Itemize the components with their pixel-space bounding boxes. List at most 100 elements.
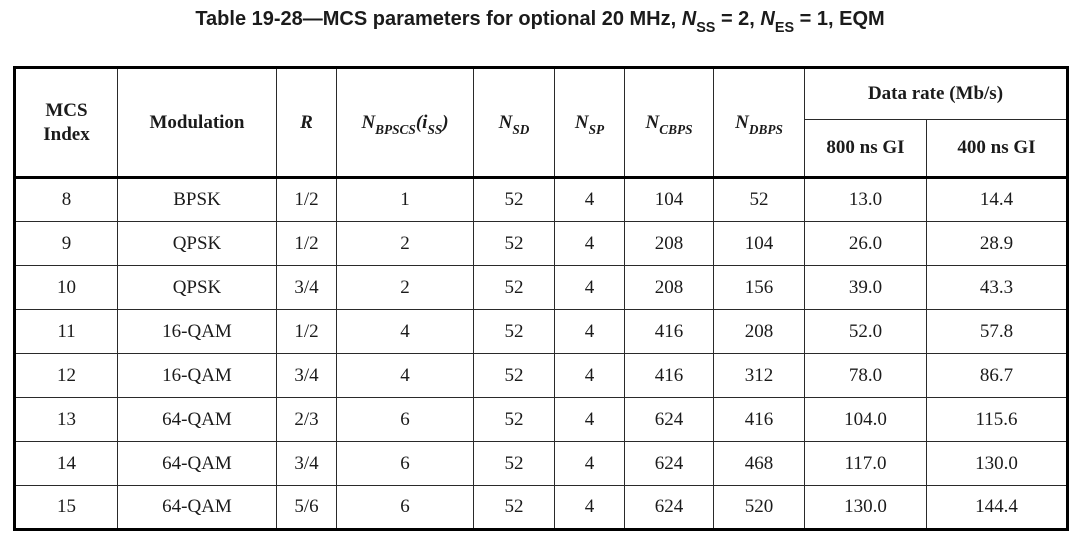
header-nbpscs-base: N [361,111,376,133]
header-nbpscs: NBPSCS(iSS) [336,67,474,179]
cell-rate-400: 115.6 [926,397,1068,442]
header-ndbps-sub: DBPS [748,122,783,138]
header-nbpscs-paren-close: ) [442,111,449,133]
header-nsd: NSD [473,67,555,179]
cell-ndbps: 312 [713,353,805,398]
mcs-parameters-table: MCS Index Modulation R NBPSCS(iSS) NSD N… [13,66,1069,531]
cell-ncbps: 208 [624,265,714,310]
cell-nsp: 4 [554,485,625,530]
caption-text: Table 19-28—MCS parameters for optional … [195,8,682,30]
cell-mcs-index: 9 [14,221,118,266]
header-ncbps: NCBPS [624,67,714,179]
cell-ncbps: 104 [624,177,714,222]
cell-r: 3/4 [276,353,337,398]
cell-ndbps: 208 [713,309,805,354]
cell-ndbps: 52 [713,177,805,222]
header-nbpscs-paren-open: ( [415,111,423,133]
cell-rate-800: 26.0 [804,221,927,266]
cell-rate-400: 43.3 [926,265,1068,310]
cell-modulation: BPSK [117,177,277,222]
cell-mcs-index: 14 [14,441,118,486]
cell-modulation: QPSK [117,221,277,266]
cell-rate-800: 117.0 [804,441,927,486]
cell-nsp: 4 [554,221,625,266]
header-gi-400: 400 ns GI [926,119,1068,179]
cell-nsp: 4 [554,397,625,442]
cell-mcs-index: 13 [14,397,118,442]
caption-var-nss: N [681,8,697,30]
cell-ncbps: 208 [624,221,714,266]
table-row-mcs-14: 14 64-QAM 3/4 6 52 4 624 468 117.0 130.0 [14,441,1068,486]
caption-var-nes: N [760,8,775,30]
cell-nsd: 52 [473,265,555,310]
header-ndbps: NDBPS [713,67,805,179]
cell-nsd: 52 [473,177,555,222]
table-row-mcs-9: 9 QPSK 1/2 2 52 4 208 104 26.0 28.9 [14,221,1068,266]
header-nbpscs-sub: BPSCS [375,122,416,138]
cell-ndbps: 156 [713,265,805,310]
cell-mcs-index: 10 [14,265,118,310]
cell-mcs-index: 15 [14,485,118,530]
cell-nbpscs: 2 [336,221,474,266]
cell-mcs-index: 11 [14,309,118,354]
caption-text: = 1, EQM [794,8,885,30]
cell-nbpscs: 6 [336,485,474,530]
cell-nbpscs: 1 [336,177,474,222]
header-nsd-base: N [498,111,513,133]
header-nbpscs-iss-base: i [422,111,428,133]
header-nsp-base: N [574,111,589,133]
cell-nsd: 52 [473,397,555,442]
cell-mcs-index: 12 [14,353,118,398]
cell-modulation: 16-QAM [117,309,277,354]
cell-rate-800: 52.0 [804,309,927,354]
caption-sub-ss: SS [696,20,716,36]
table-row-mcs-12: 12 16-QAM 3/4 4 52 4 416 312 78.0 86.7 [14,353,1068,398]
cell-rate-400: 86.7 [926,353,1068,398]
header-mcs-index: MCS Index [14,67,118,179]
cell-rate-400: 14.4 [926,177,1068,222]
table-row-mcs-13: 13 64-QAM 2/3 6 52 4 624 416 104.0 115.6 [14,397,1068,442]
table-caption: Table 19-28—MCS parameters for optional … [0,8,1080,35]
cell-nsd: 52 [473,353,555,398]
cell-r: 3/4 [276,441,337,486]
cell-rate-400: 144.4 [926,485,1068,530]
cell-ndbps: 104 [713,221,805,266]
header-gi-800: 800 ns GI [804,119,927,179]
cell-nbpscs: 6 [336,397,474,442]
table-row-mcs-15: 15 64-QAM 5/6 6 52 4 624 520 130.0 144.4 [14,485,1068,530]
cell-ndbps: 416 [713,397,805,442]
header-nsp: NSP [554,67,625,179]
cell-rate-400: 28.9 [926,221,1068,266]
table-row-mcs-11: 11 16-QAM 1/2 4 52 4 416 208 52.0 57.8 [14,309,1068,354]
header-nsd-sub: SD [512,122,530,138]
cell-nsp: 4 [554,309,625,354]
cell-modulation: 16-QAM [117,353,277,398]
header-modulation: Modulation [117,67,277,179]
header-ndbps-base: N [735,111,749,133]
cell-r: 1/2 [276,177,337,222]
cell-r: 1/2 [276,309,337,354]
cell-nsd: 52 [473,309,555,354]
cell-ndbps: 468 [713,441,805,486]
cell-nsd: 52 [473,221,555,266]
table-row-mcs-10: 10 QPSK 3/4 2 52 4 208 156 39.0 43.3 [14,265,1068,310]
cell-ncbps: 416 [624,353,714,398]
table-row-mcs-8: 8 BPSK 1/2 1 52 4 104 52 13.0 14.4 [14,177,1068,222]
cell-rate-400: 57.8 [926,309,1068,354]
cell-modulation: QPSK [117,265,277,310]
cell-ncbps: 624 [624,397,714,442]
header-mcs-index-line1: MCS [45,99,88,121]
cell-r: 3/4 [276,265,337,310]
cell-rate-800: 130.0 [804,485,927,530]
cell-nbpscs: 4 [336,353,474,398]
header-mcs-index-line2: Index [43,123,90,145]
cell-nsp: 4 [554,265,625,310]
cell-nsd: 52 [473,441,555,486]
cell-nbpscs: 6 [336,441,474,486]
cell-r: 5/6 [276,485,337,530]
header-nbpscs-iss-sub: SS [427,122,443,138]
header-ncbps-sub: CBPS [659,122,693,138]
cell-rate-400: 130.0 [926,441,1068,486]
cell-nsd: 52 [473,485,555,530]
